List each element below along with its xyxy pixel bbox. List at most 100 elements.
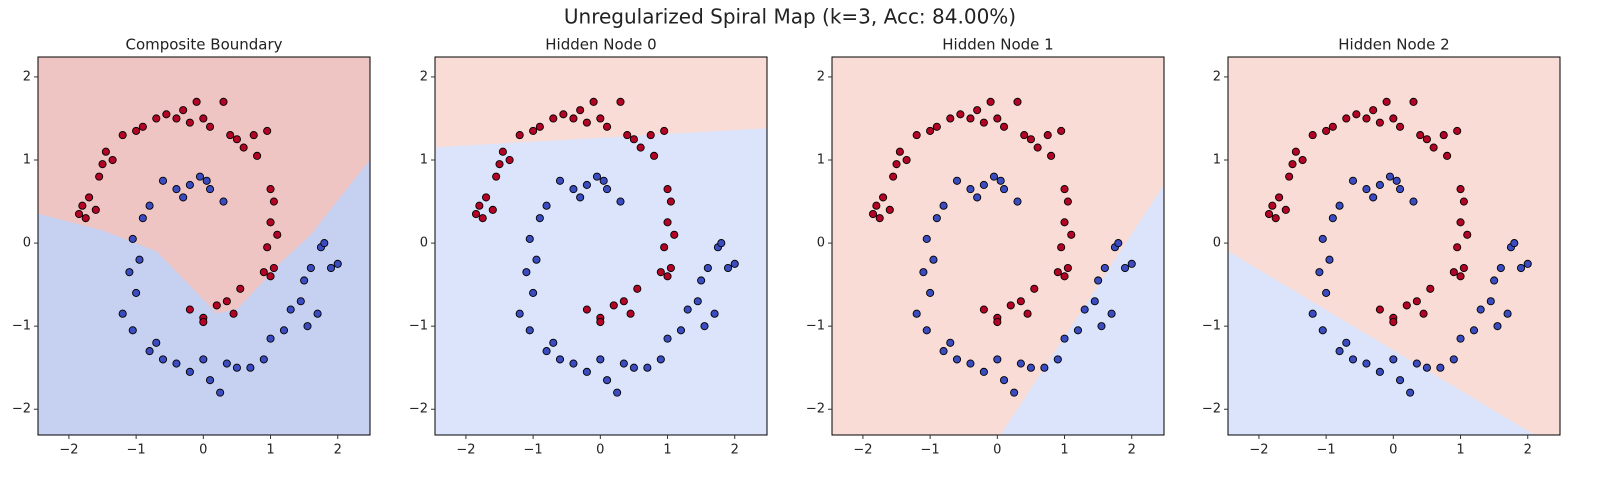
data-point bbox=[212, 301, 221, 310]
data-point bbox=[616, 197, 625, 206]
data-point bbox=[1285, 172, 1294, 181]
data-point bbox=[1493, 322, 1502, 331]
data-point bbox=[1402, 301, 1411, 310]
data-point bbox=[946, 114, 955, 123]
data-point bbox=[582, 180, 591, 189]
data-point bbox=[1328, 122, 1337, 131]
data-point bbox=[1352, 110, 1361, 119]
data-point bbox=[1375, 180, 1384, 189]
data-point bbox=[1335, 347, 1344, 356]
data-point bbox=[529, 126, 538, 135]
data-point bbox=[266, 218, 275, 227]
subplot-title: Hidden Node 0 bbox=[545, 36, 656, 54]
data-point bbox=[609, 301, 618, 310]
data-point bbox=[1395, 122, 1405, 131]
data-point bbox=[98, 160, 107, 169]
y-tick-label: −1 bbox=[806, 319, 825, 334]
data-point bbox=[1013, 197, 1022, 206]
data-point bbox=[966, 114, 975, 123]
data-point bbox=[1416, 131, 1425, 140]
data-point bbox=[259, 355, 268, 364]
y-tick-label: −2 bbox=[12, 402, 31, 417]
data-point bbox=[522, 268, 531, 277]
data-point bbox=[663, 334, 672, 343]
x-tick-label: −1 bbox=[921, 443, 940, 458]
data-point bbox=[471, 209, 481, 219]
data-point bbox=[1406, 388, 1415, 397]
data-point bbox=[1328, 214, 1337, 223]
data-point bbox=[683, 305, 692, 314]
data-point bbox=[902, 155, 911, 165]
data-point bbox=[979, 180, 988, 189]
data-point bbox=[492, 172, 501, 181]
data-point bbox=[253, 151, 262, 160]
data-point bbox=[1060, 334, 1069, 343]
data-point bbox=[872, 201, 881, 210]
x-tick-label: −2 bbox=[853, 443, 872, 458]
decision-region bbox=[435, 57, 767, 148]
data-point bbox=[932, 214, 941, 223]
data-point bbox=[1291, 147, 1300, 156]
data-point bbox=[626, 309, 635, 318]
data-point bbox=[1426, 284, 1435, 293]
data-point bbox=[81, 214, 90, 223]
data-point bbox=[259, 268, 268, 277]
data-point bbox=[179, 193, 188, 202]
data-point bbox=[1325, 255, 1334, 264]
data-point bbox=[979, 367, 988, 376]
data-point bbox=[1395, 376, 1405, 385]
data-point bbox=[1060, 218, 1069, 227]
data-point bbox=[1094, 276, 1103, 285]
data-point bbox=[1275, 193, 1284, 202]
data-point bbox=[222, 297, 231, 306]
x-tick-label: −1 bbox=[524, 443, 543, 458]
data-point bbox=[488, 205, 497, 214]
data-point bbox=[576, 106, 585, 115]
data-point bbox=[929, 255, 938, 264]
data-point bbox=[249, 131, 258, 140]
data-point bbox=[515, 131, 524, 140]
data-point bbox=[1016, 359, 1025, 368]
data-point bbox=[185, 118, 194, 127]
data-point bbox=[939, 201, 948, 210]
data-point bbox=[1375, 305, 1384, 314]
data-point bbox=[1040, 363, 1049, 372]
data-point bbox=[629, 363, 638, 372]
data-point bbox=[132, 126, 141, 135]
data-point bbox=[1271, 214, 1280, 223]
data-point bbox=[549, 114, 558, 123]
data-point bbox=[666, 263, 675, 273]
data-point bbox=[266, 272, 275, 281]
data-point bbox=[582, 305, 591, 314]
data-point bbox=[101, 147, 110, 156]
data-point bbox=[535, 122, 544, 131]
data-point bbox=[932, 122, 941, 131]
data-point bbox=[108, 155, 117, 165]
data-point bbox=[885, 205, 894, 214]
data-point bbox=[296, 297, 305, 306]
data-point bbox=[596, 317, 605, 327]
data-point bbox=[132, 288, 141, 297]
axes-frame bbox=[1227, 56, 1561, 436]
axes-frame bbox=[434, 56, 768, 436]
decision-region bbox=[435, 128, 767, 435]
data-point bbox=[966, 185, 975, 194]
data-point bbox=[246, 363, 255, 372]
data-point bbox=[1006, 301, 1015, 310]
decision-region bbox=[1228, 251, 1535, 435]
data-point bbox=[1308, 309, 1317, 318]
data-point bbox=[1486, 297, 1495, 306]
data-point bbox=[1469, 326, 1479, 335]
data-point bbox=[239, 143, 248, 152]
data-point bbox=[717, 239, 726, 248]
data-point bbox=[1342, 338, 1351, 347]
data-point bbox=[1067, 230, 1076, 239]
data-point bbox=[879, 193, 888, 202]
data-point bbox=[1057, 243, 1066, 252]
data-point bbox=[1053, 268, 1062, 277]
data-point bbox=[1100, 263, 1109, 273]
data-point bbox=[1107, 309, 1116, 318]
data-point bbox=[152, 338, 161, 347]
data-point bbox=[1456, 185, 1465, 194]
